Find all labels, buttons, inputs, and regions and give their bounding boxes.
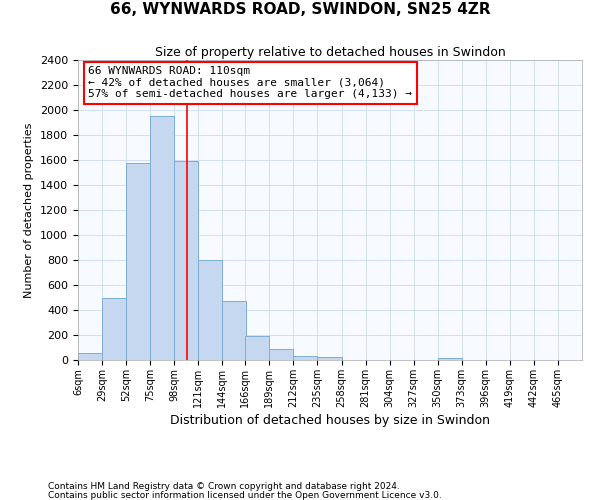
Bar (78, 353, 102, 360)
Bar (438, 358, 462, 360)
Bar (269, 349, 293, 360)
Y-axis label: Number of detached properties: Number of detached properties (25, 122, 34, 298)
Bar (102, 298, 126, 360)
Bar (317, 357, 341, 360)
Text: 66, WYNWARDS ROAD, SWINDON, SN25 4ZR: 66, WYNWARDS ROAD, SWINDON, SN25 4ZR (110, 2, 490, 18)
Bar (198, 260, 222, 360)
Text: Contains HM Land Registry data © Crown copyright and database right 2024.: Contains HM Land Registry data © Crown c… (48, 482, 400, 491)
Bar (245, 336, 269, 360)
Text: Contains public sector information licensed under the Open Government Licence v3: Contains public sector information licen… (48, 491, 442, 500)
X-axis label: Distribution of detached houses by size in Swindon: Distribution of detached houses by size … (170, 414, 490, 427)
Bar (174, 161, 198, 360)
Bar (126, 162, 150, 360)
Text: 66 WYNWARDS ROAD: 110sqm
← 42% of detached houses are smaller (3,064)
57% of sem: 66 WYNWARDS ROAD: 110sqm ← 42% of detach… (88, 66, 412, 99)
Bar (293, 356, 317, 360)
Bar (150, 116, 174, 360)
Bar (222, 300, 247, 360)
Title: Size of property relative to detached houses in Swindon: Size of property relative to detached ho… (155, 46, 505, 59)
